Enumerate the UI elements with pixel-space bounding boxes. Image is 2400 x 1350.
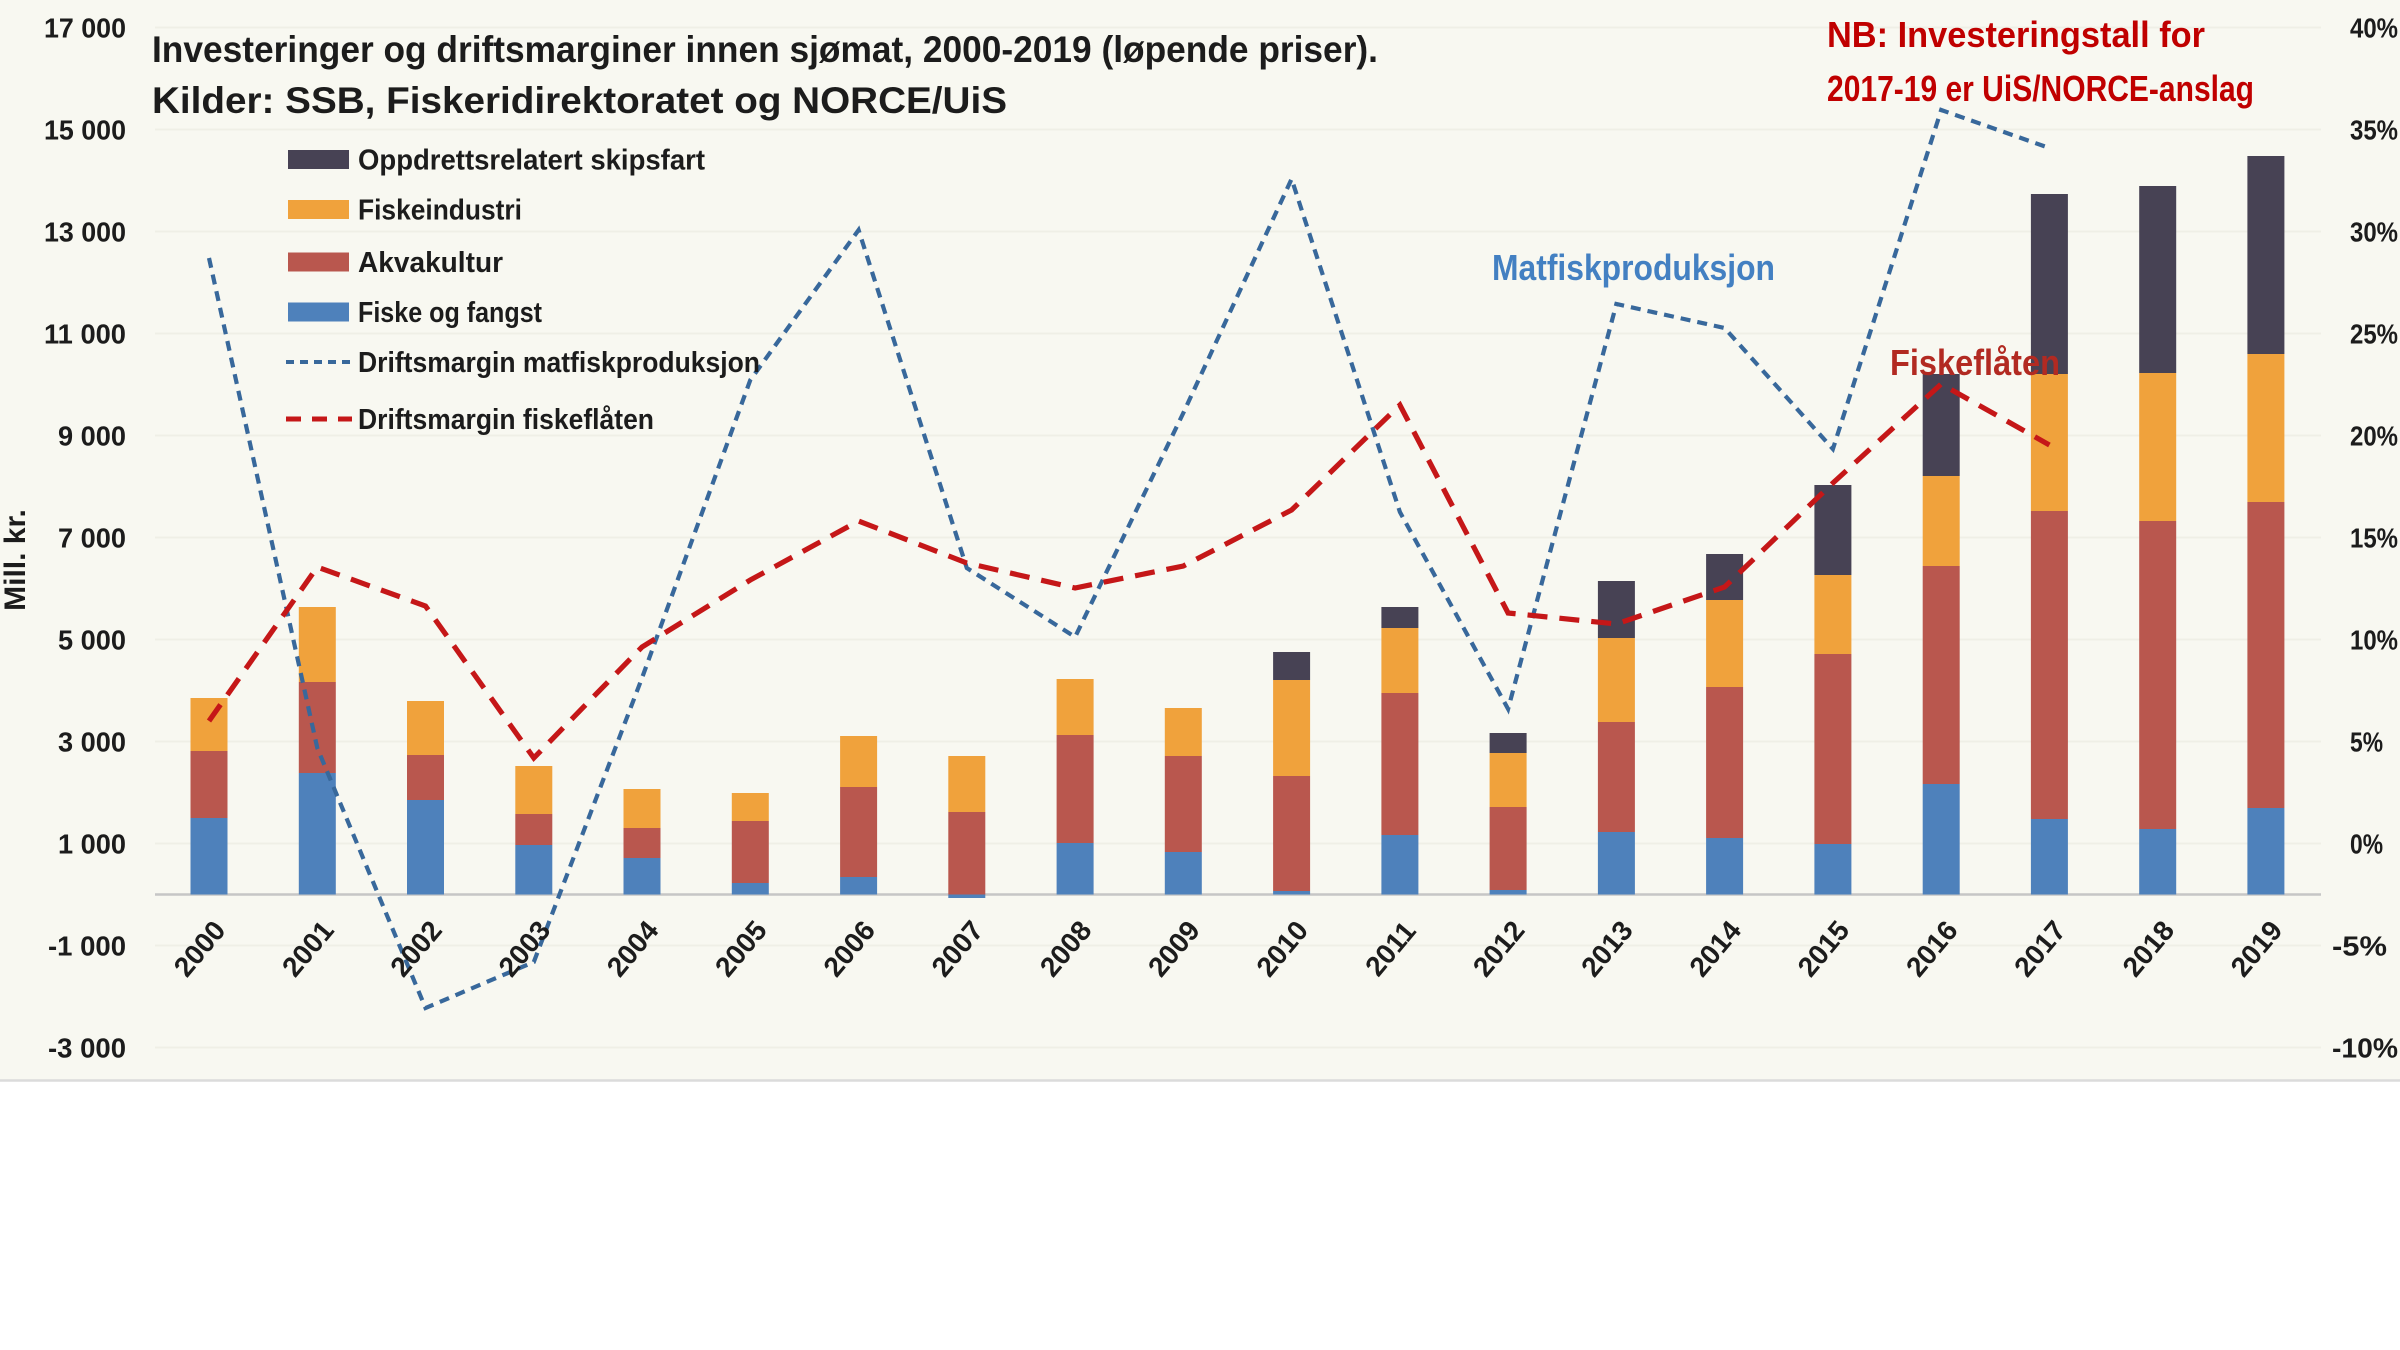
svg-text:Driftsmargin matfiskproduksjon: Driftsmargin matfiskproduksjon <box>358 347 760 379</box>
svg-text:10%: 10% <box>2350 625 2398 656</box>
svg-text:15%: 15% <box>2350 523 2398 554</box>
svg-text:Matfiskproduksjon: Matfiskproduksjon <box>1492 247 1775 288</box>
svg-text:Oppdrettsrelatert skipsfart: Oppdrettsrelatert skipsfart <box>358 145 705 177</box>
svg-text:Investeringer og driftsmargine: Investeringer og driftsmarginer innen sj… <box>152 29 1378 70</box>
svg-text:-1 000: -1 000 <box>48 931 126 962</box>
svg-text:NB: Investeringstall for: NB: Investeringstall for <box>1827 14 2205 55</box>
svg-text:9 000: 9 000 <box>58 421 126 452</box>
svg-text:3 000: 3 000 <box>58 727 126 758</box>
svg-text:Kilder: SSB, Fiskeridirektor: Kilder: SSB, Fiskeridirektoratet og NORC… <box>152 80 1007 121</box>
svg-text:40%: 40% <box>2350 13 2398 44</box>
svg-text:30%: 30% <box>2350 217 2398 248</box>
svg-text:1 000: 1 000 <box>58 829 126 860</box>
svg-text:5 000: 5 000 <box>58 625 126 656</box>
svg-text:Driftsmargin fiskeflåten: Driftsmargin fiskeflåten <box>358 404 654 436</box>
svg-text:0%: 0% <box>2350 829 2383 860</box>
svg-text:-3 000: -3 000 <box>48 1033 126 1064</box>
svg-text:35%: 35% <box>2350 115 2398 146</box>
svg-text:-10%: -10% <box>2332 1033 2398 1064</box>
svg-text:25%: 25% <box>2350 319 2398 350</box>
svg-text:7 000: 7 000 <box>58 523 126 554</box>
svg-text:2017-19 er UiS/NORCE-anslag: 2017-19 er UiS/NORCE-anslag <box>1827 68 2254 109</box>
svg-text:-5%: -5% <box>2332 931 2387 962</box>
svg-text:15 000: 15 000 <box>44 115 126 146</box>
svg-text:5%: 5% <box>2350 727 2383 758</box>
svg-text:Fiske og fangst: Fiske og fangst <box>358 297 542 329</box>
svg-text:Fiskeflåten: Fiskeflåten <box>1890 342 2060 383</box>
svg-text:Mill. kr.: Mill. kr. <box>0 509 32 611</box>
svg-text:13 000: 13 000 <box>44 217 126 248</box>
svg-text:Fiskeindustri: Fiskeindustri <box>358 195 522 227</box>
svg-text:Akvakultur: Akvakultur <box>358 247 503 279</box>
svg-text:11 000: 11 000 <box>44 319 126 350</box>
svg-text:17 000: 17 000 <box>44 13 126 44</box>
svg-text:20%: 20% <box>2350 421 2398 452</box>
